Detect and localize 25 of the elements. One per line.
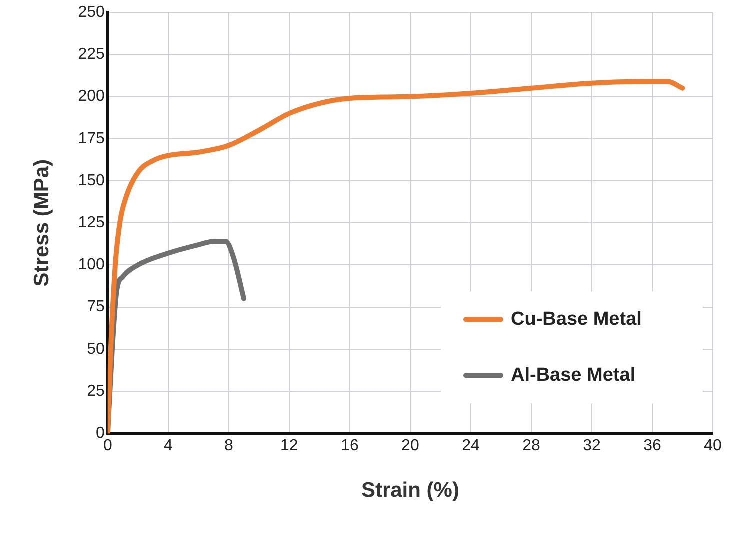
x-tick-label: 20 <box>402 438 420 455</box>
x-tick-label: 16 <box>341 438 359 455</box>
y-tick-label: 50 <box>87 340 105 358</box>
y-tick-label: 25 <box>87 382 105 400</box>
y-tick-label: 200 <box>78 88 105 106</box>
x-tick-label: 40 <box>704 438 722 455</box>
y-tick-label: 125 <box>78 214 105 232</box>
x-tick-label: 8 <box>224 438 234 455</box>
x-tick-label: 32 <box>583 438 601 455</box>
y-tick-label: 150 <box>78 172 105 190</box>
x-tick-label: 36 <box>644 438 662 455</box>
y-tick-label: 100 <box>78 256 105 274</box>
x-tick-label: 4 <box>164 438 173 455</box>
y-tick-label: 175 <box>78 130 105 148</box>
legend-label: Cu-Base Metal <box>511 308 642 330</box>
y-tick-label: 0 <box>96 425 105 442</box>
y-tick-label: 75 <box>87 298 105 316</box>
y-tick-label: 250 <box>78 4 105 22</box>
x-axis-title: Strain (%) <box>361 479 460 502</box>
x-tick-label: 28 <box>522 438 540 455</box>
legend-label: Al-Base Metal <box>511 364 636 386</box>
x-tick-label: 24 <box>462 438 480 455</box>
y-tick-label: 225 <box>78 46 105 64</box>
y-axis-title: Stress (MPa) <box>30 159 54 287</box>
x-tick-label: 12 <box>280 438 298 455</box>
